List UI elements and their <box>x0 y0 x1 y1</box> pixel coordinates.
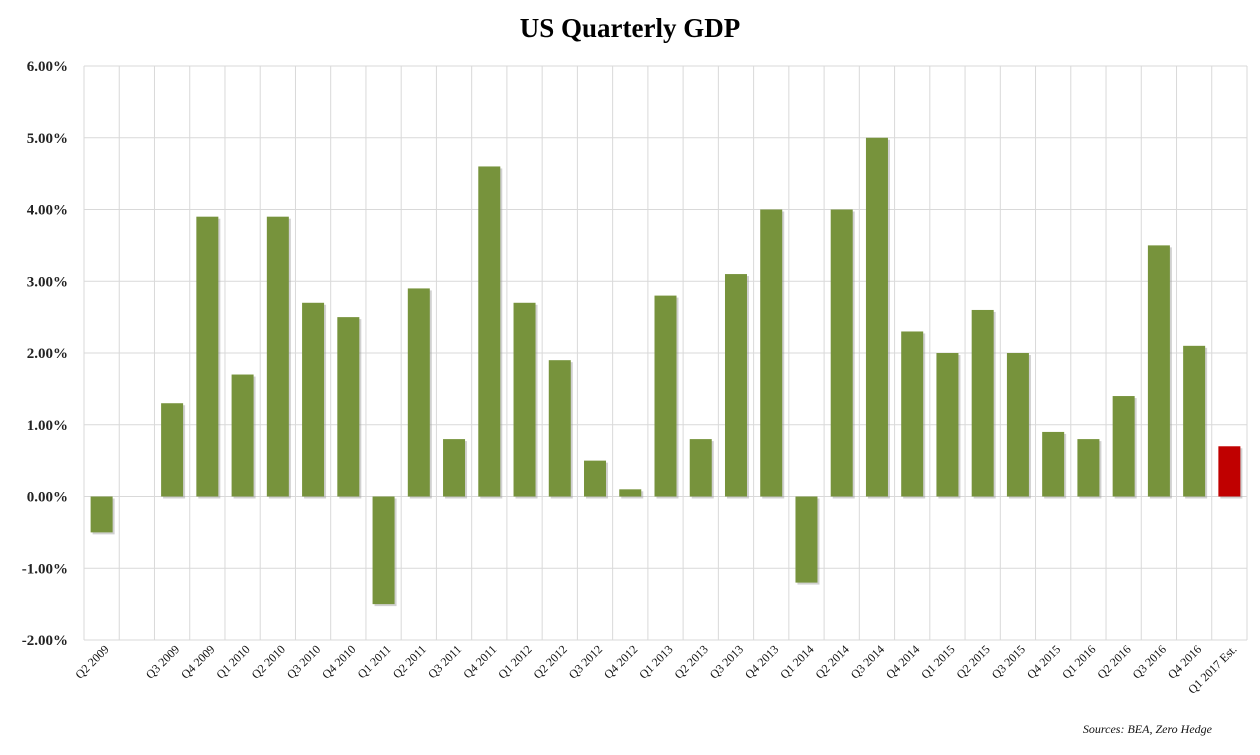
bar <box>1006 353 1029 497</box>
bar <box>302 302 325 497</box>
bar <box>724 274 747 497</box>
x-tick-label: Q3 2011 <box>425 642 464 681</box>
bar <box>161 403 184 497</box>
x-tick-label: Q1 2013 <box>636 642 675 681</box>
bar <box>1183 345 1206 497</box>
x-tick-label: Q3 2012 <box>566 642 605 681</box>
x-tick-label: Q3 2009 <box>143 642 182 681</box>
bar <box>266 216 289 497</box>
source-note: Sources: BEA, Zero Hedge <box>1083 722 1213 736</box>
y-tick-label: 0.00% <box>27 490 68 506</box>
bar <box>865 137 888 497</box>
x-tick-label: Q3 2013 <box>707 642 746 681</box>
bar <box>654 295 677 497</box>
x-tick-label: Q2 2015 <box>953 642 992 681</box>
bar <box>584 460 607 497</box>
x-tick-label: Q1 2012 <box>495 642 534 681</box>
x-tick-label: Q3 2016 <box>1130 642 1169 681</box>
bar <box>689 439 712 497</box>
x-tick-label: Q2 2010 <box>249 642 288 681</box>
bar <box>795 496 818 583</box>
bar <box>548 360 571 497</box>
bar <box>971 309 994 497</box>
y-tick-label: -1.00% <box>22 561 68 577</box>
x-tick-label: Q4 2011 <box>460 642 499 681</box>
x-tick-label: Q2 2009 <box>72 642 111 681</box>
x-tick-label: Q1 2010 <box>213 642 252 681</box>
x-tick-label: Q2 2012 <box>531 642 570 681</box>
bar <box>1042 431 1065 497</box>
y-tick-label: 2.00% <box>27 346 68 362</box>
y-tick-label: 4.00% <box>27 203 68 219</box>
x-tick-label: Q4 2010 <box>319 642 358 681</box>
y-tick-label: 3.00% <box>27 274 68 290</box>
bar <box>478 166 501 497</box>
x-tick-label: Q3 2010 <box>284 642 323 681</box>
x-tick-label: Q2 2013 <box>671 642 710 681</box>
x-tick-label: Q4 2013 <box>742 642 781 681</box>
bar <box>443 439 466 497</box>
x-tick-label: Q1 2015 <box>918 642 957 681</box>
x-tick-label: Q2 2016 <box>1094 642 1133 681</box>
bar <box>1147 245 1170 497</box>
bar <box>936 353 959 497</box>
bars <box>90 137 1243 607</box>
bar <box>407 288 430 497</box>
x-tick-label: Q1 2011 <box>355 642 394 681</box>
bar <box>830 209 853 497</box>
bar <box>619 489 642 497</box>
bar <box>1218 446 1241 497</box>
bar <box>1077 439 1100 497</box>
y-tick-label: 5.00% <box>27 131 68 147</box>
x-tick-label: Q3 2015 <box>989 642 1028 681</box>
y-tick-label: -2.00% <box>22 633 68 649</box>
bar <box>231 374 254 497</box>
bar <box>513 302 536 497</box>
bar <box>372 496 395 605</box>
x-tick-label: Q4 2015 <box>1024 642 1063 681</box>
x-tick-label: Q4 2009 <box>178 642 217 681</box>
bar <box>760 209 783 497</box>
y-tick-label: 1.00% <box>27 418 68 434</box>
x-tick-label: Q4 2014 <box>883 642 922 681</box>
x-tick-label: Q4 2012 <box>601 642 640 681</box>
x-tick-label: Q1 2014 <box>777 642 816 681</box>
y-axis-ticks: 6.00% 5.00% 4.00% 3.00% 2.00% 1.00% 0.00% -1.00… <box>22 59 68 649</box>
bar <box>90 496 113 533</box>
x-tick-label: Q2 2011 <box>390 642 429 681</box>
bar <box>901 331 924 497</box>
bar <box>337 317 360 497</box>
bar <box>196 216 219 497</box>
bar <box>1112 396 1135 497</box>
x-tick-label: Q1 2016 <box>1059 642 1098 681</box>
x-tick-label: Q3 2014 <box>848 642 887 681</box>
chart-title: US Quarterly GDP <box>520 13 740 43</box>
y-tick-label: 6.00% <box>27 59 68 75</box>
x-tick-label: Q2 2014 <box>812 642 851 681</box>
